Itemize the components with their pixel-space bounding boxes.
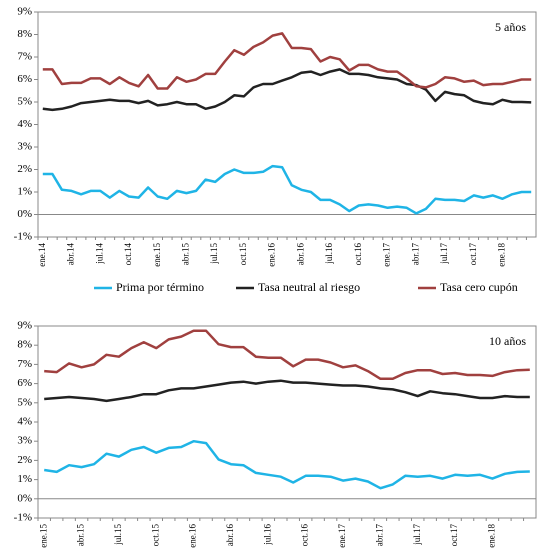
y-tick-label: -1% [14, 231, 32, 243]
y-tick-label: 0% [17, 492, 32, 504]
panel-label: 5 años [495, 20, 526, 34]
x-tick-label: abr.17 [410, 243, 420, 266]
panel-label: 10 años [489, 334, 526, 348]
x-tick-label: oct.14 [123, 243, 133, 266]
y-tick-label: 9% [17, 320, 32, 332]
x-tick-label: jul.16 [262, 524, 272, 546]
y-tick-label: 4% [17, 416, 32, 428]
y-tick-label: 5% [17, 96, 32, 108]
x-tick-label: jul.17 [439, 243, 449, 265]
y-tick-label: 6% [17, 73, 32, 85]
x-tick-label: abr.15 [181, 243, 191, 266]
x-tick-label: ene.15 [38, 524, 48, 548]
y-tick-label: 3% [17, 435, 32, 447]
y-tick-label: 0% [17, 208, 32, 220]
y-tick-label: 4% [17, 118, 32, 130]
y-tick-label: -1% [14, 512, 32, 524]
x-tick-label: ene.16 [188, 524, 198, 548]
x-tick-label: ene.17 [382, 243, 392, 267]
x-tick-label: oct.17 [449, 524, 459, 547]
x-tick-label: abr.15 [76, 524, 86, 547]
legend-label: Prima por término [116, 280, 204, 294]
series-line [44, 439, 530, 490]
x-tick-label: oct.17 [468, 243, 478, 266]
x-tick-label: ene.18 [497, 243, 507, 267]
x-tick-label: abr.17 [374, 524, 384, 547]
x-tick-label: oct.16 [300, 524, 310, 547]
y-tick-label: 5% [17, 396, 32, 408]
x-tick-label: jul.15 [209, 243, 219, 265]
y-tick-label: 1% [17, 186, 32, 198]
series-line [42, 68, 532, 112]
series-line [42, 32, 532, 90]
y-tick-label: 7% [17, 51, 32, 63]
x-tick-label: ene.17 [337, 524, 347, 548]
x-tick-label: abr.14 [66, 243, 76, 266]
y-tick-label: 6% [17, 377, 32, 389]
x-tick-label: abr.16 [295, 243, 305, 266]
series-line [42, 164, 532, 215]
x-tick-label: abr.16 [225, 524, 235, 547]
y-tick-label: 7% [17, 358, 32, 370]
legend-label: Tasa cero cupón [440, 280, 518, 294]
y-tick-label: 2% [17, 454, 32, 466]
y-tick-label: 2% [17, 163, 32, 175]
plot-frame [37, 11, 537, 238]
y-tick-label: 8% [17, 339, 32, 351]
y-tick-label: 3% [17, 141, 32, 153]
x-tick-label: jul.15 [113, 524, 123, 546]
y-tick-label: 9% [17, 6, 32, 18]
x-tick-label: jul.14 [94, 243, 104, 265]
x-tick-label: oct.16 [353, 243, 363, 266]
legend-label: Tasa neutral al riesgo [258, 280, 360, 294]
x-tick-label: jul.16 [324, 243, 334, 265]
series-line [44, 379, 530, 403]
x-tick-label: oct.15 [150, 524, 160, 547]
y-tick-label: 8% [17, 28, 32, 40]
y-tick-label: 1% [17, 473, 32, 485]
series-line [44, 329, 530, 381]
x-tick-label: ene.16 [267, 243, 277, 267]
x-tick-label: ene.14 [37, 243, 47, 267]
x-tick-label: oct.15 [238, 243, 248, 266]
x-tick-label: jul.17 [412, 524, 422, 546]
x-tick-label: ene.15 [152, 243, 162, 267]
x-tick-label: ene.18 [486, 524, 496, 548]
